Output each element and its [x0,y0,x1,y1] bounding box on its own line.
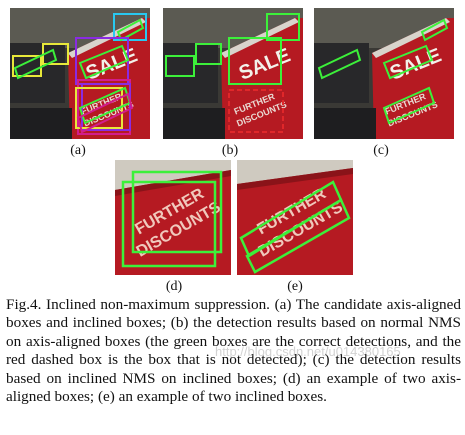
panel-d-label: (d) [154,279,194,295]
panel-b-label: (b) [210,143,250,159]
panel-d-image: FURTHER DISCOUNTS [115,160,231,275]
panel-b-image: SALE FURTHER DISCOUNTS [163,8,303,139]
panel-c-image: SALE FURTHER DISCOUNTS [314,8,454,139]
panel-c-label: (c) [361,143,401,159]
panel-e-label: (e) [275,279,315,295]
panel-e-image: FURTHER DISCOUNTS [237,160,353,275]
panel-a-label: (a) [58,143,98,159]
figure-caption: Fig.4. Inclined non-maximum suppression.… [6,296,461,406]
panel-a-image: SALE FURTHER DISCOUNTS [10,8,150,139]
